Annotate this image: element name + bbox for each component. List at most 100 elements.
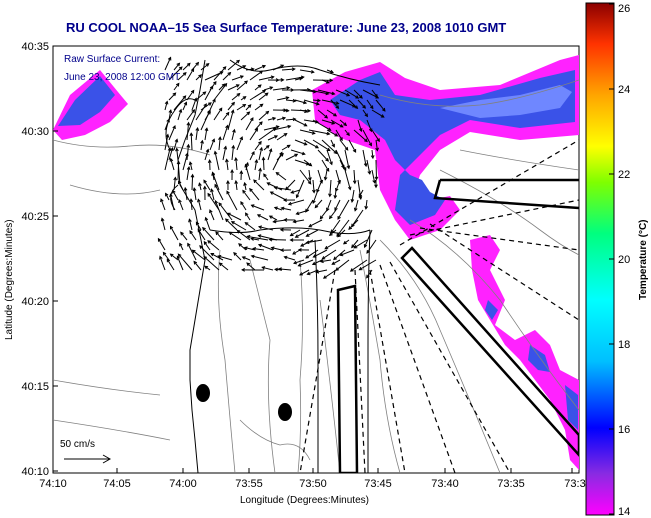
current-vector-head: [308, 223, 313, 228]
current-vector-head: [203, 103, 207, 108]
current-vector-head: [241, 267, 245, 272]
current-vector: [209, 99, 216, 111]
current-vector-head: [280, 64, 285, 68]
current-vector-head: [382, 107, 386, 112]
current-vector-head: [188, 161, 193, 166]
current-vector-head: [352, 180, 357, 185]
current-vector: [213, 83, 227, 101]
current-vector: [312, 99, 320, 102]
current-vector-head: [281, 116, 287, 121]
current-vector: [168, 66, 183, 81]
x-tick-label: 74:00: [169, 478, 197, 490]
current-vector: [294, 99, 307, 104]
current-vector-head: [199, 245, 203, 249]
current-vector-head: [167, 56, 172, 61]
current-vector-head: [189, 230, 193, 235]
current-vector: [207, 193, 220, 211]
current-vector-head: [362, 104, 367, 109]
current-vector: [254, 141, 262, 151]
current-vector-head: [358, 196, 363, 201]
current-vector: [164, 147, 171, 171]
current-vector: [312, 119, 331, 131]
current-vector: [371, 129, 380, 142]
current-vector: [291, 189, 301, 194]
current-vector-head: [164, 100, 169, 105]
current-vector: [210, 189, 215, 201]
current-vector-head: [292, 117, 297, 122]
current-vector: [303, 139, 319, 149]
current-vector-head: [176, 62, 181, 67]
current-vector: [164, 57, 172, 71]
current-vector-head: [303, 141, 308, 146]
current-vector-head: [214, 199, 219, 204]
current-vector-head: [190, 67, 195, 72]
current-vector: [354, 199, 359, 211]
current-vector: [160, 198, 166, 211]
current-vector-head: [290, 190, 295, 194]
current-vector-head: [205, 63, 210, 67]
current-vector: [178, 180, 184, 191]
current-vector: [357, 119, 362, 132]
current-vector: [209, 209, 215, 221]
current-vector-head: [366, 249, 370, 254]
current-vector: [227, 60, 240, 71]
current-vector: [173, 95, 186, 111]
current-vector-head: [283, 255, 288, 260]
current-vector-head: [223, 145, 228, 150]
current-vector-head: [258, 167, 262, 172]
current-vector: [262, 157, 265, 171]
current-vector-head: [311, 261, 316, 266]
current-vector-head: [346, 165, 351, 170]
current-vector-head: [183, 101, 188, 106]
current-vector-head: [293, 260, 298, 265]
current-vector: [258, 147, 263, 161]
current-vector: [335, 129, 343, 141]
current-vector-head: [322, 275, 327, 279]
current-vector-head: [349, 268, 354, 272]
current-vector: [231, 75, 244, 81]
current-vector: [312, 139, 331, 152]
current-vector-head: [197, 228, 202, 233]
current-vector-head: [243, 181, 247, 186]
current-vector-head: [242, 189, 246, 194]
current-vector: [339, 119, 347, 126]
y-tick-label: 40:15: [21, 381, 49, 393]
current-vector: [227, 110, 234, 131]
current-vector-head: [244, 163, 248, 168]
x-tick-label: 73:50: [299, 478, 327, 490]
current-vector: [173, 177, 176, 191]
current-vector: [258, 127, 276, 141]
current-vector: [359, 259, 377, 271]
current-vector-head: [331, 143, 335, 148]
current-vector-head: [218, 136, 222, 141]
current-vector: [192, 249, 206, 261]
current-vector-head: [329, 161, 333, 166]
current-vector: [253, 179, 265, 191]
current-vector-head: [177, 253, 182, 258]
current-vector: [299, 109, 308, 113]
current-vector-head: [315, 101, 320, 106]
current-vector-head: [321, 256, 326, 260]
current-vector-head: [295, 194, 300, 199]
current-vector-head: [211, 171, 216, 176]
current-vector: [308, 89, 329, 95]
current-vector: [190, 199, 193, 211]
current-vector-head: [328, 215, 333, 220]
current-vector: [172, 190, 179, 201]
current-vector-head: [212, 98, 216, 103]
current-vector-head: [179, 242, 183, 247]
current-vector-head: [323, 176, 328, 181]
current-vector-head: [327, 127, 332, 131]
current-vector: [237, 230, 251, 241]
current-vector-head: [273, 186, 278, 190]
current-vector-head: [269, 86, 274, 90]
current-vector-head: [198, 74, 203, 78]
x-tick-label: 73:35: [497, 478, 525, 490]
current-vector-head: [331, 121, 336, 125]
current-vector: [173, 83, 180, 91]
current-vector: [236, 65, 246, 71]
current-vector-head: [380, 114, 385, 118]
current-vector: [214, 151, 220, 171]
current-vector: [305, 199, 314, 213]
current-vector: [354, 239, 368, 249]
